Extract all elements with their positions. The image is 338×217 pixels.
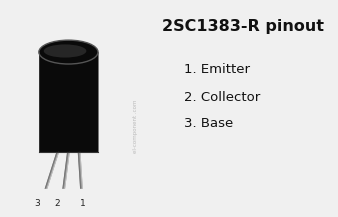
Polygon shape	[45, 152, 57, 189]
Polygon shape	[78, 152, 81, 189]
Polygon shape	[62, 152, 70, 189]
Polygon shape	[45, 152, 59, 189]
Bar	[39, 52, 98, 152]
Polygon shape	[79, 152, 83, 189]
Text: 2SC1383-R pinout: 2SC1383-R pinout	[162, 18, 324, 34]
Polygon shape	[62, 152, 68, 189]
Polygon shape	[78, 152, 83, 189]
Text: 1: 1	[79, 199, 86, 207]
Text: 1. Emitter: 1. Emitter	[184, 63, 250, 76]
Ellipse shape	[44, 44, 87, 58]
Text: 3: 3	[34, 199, 41, 207]
Polygon shape	[46, 152, 59, 189]
Text: el-component .com: el-component .com	[133, 99, 138, 153]
Polygon shape	[64, 152, 70, 189]
Text: 2. Collector: 2. Collector	[184, 91, 261, 104]
Ellipse shape	[39, 40, 98, 64]
Text: 2: 2	[54, 199, 60, 207]
Text: 3. Base: 3. Base	[184, 117, 234, 130]
